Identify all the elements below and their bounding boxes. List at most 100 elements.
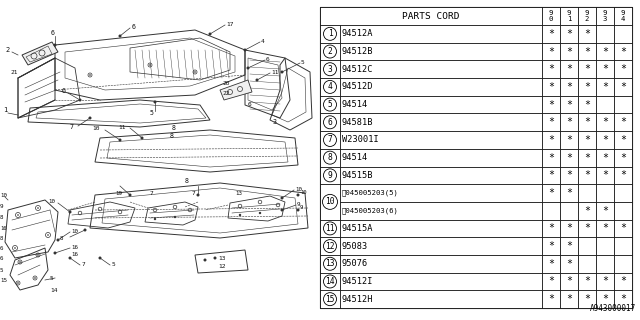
Text: 3: 3 [328, 65, 332, 74]
Text: 12: 12 [218, 263, 225, 268]
Bar [578, 237, 596, 255]
Text: 5: 5 [328, 100, 332, 109]
Circle shape [194, 71, 196, 73]
Bar [320, 273, 340, 290]
Bar [614, 131, 632, 149]
Text: 9: 9 [0, 204, 3, 209]
Text: 6: 6 [328, 118, 332, 127]
Bar [578, 220, 596, 237]
Bar [596, 273, 614, 290]
Text: 94512H: 94512H [342, 295, 374, 304]
Text: *: * [566, 64, 572, 74]
Text: 16: 16 [0, 226, 6, 230]
Bar [596, 149, 614, 166]
Text: 8: 8 [172, 125, 176, 131]
Text: 94512I: 94512I [342, 277, 374, 286]
Bar [614, 255, 632, 273]
Bar [340, 220, 542, 237]
Text: 8: 8 [0, 214, 3, 220]
Bar [578, 7, 596, 25]
Text: *: * [620, 170, 626, 180]
Text: 14: 14 [50, 287, 58, 292]
Text: 5: 5 [150, 110, 154, 116]
Circle shape [280, 196, 284, 199]
Text: 9
0: 9 0 [549, 10, 553, 22]
Text: *: * [620, 153, 626, 163]
Bar [578, 184, 596, 202]
Circle shape [209, 33, 211, 36]
Circle shape [88, 116, 92, 119]
Text: 21: 21 [10, 69, 17, 75]
Text: 6: 6 [0, 245, 3, 251]
Bar [320, 113, 340, 131]
Text: 16: 16 [71, 252, 78, 258]
Bar [320, 25, 340, 43]
Bar [578, 290, 596, 308]
Text: *: * [566, 46, 572, 57]
Bar [614, 184, 632, 202]
Bar [614, 78, 632, 96]
Bar [560, 184, 578, 202]
Text: 8: 8 [328, 153, 332, 162]
Text: 9
1: 9 1 [567, 10, 571, 22]
Text: 4: 4 [328, 83, 332, 92]
Bar [542, 25, 560, 43]
Circle shape [280, 70, 284, 74]
Circle shape [99, 257, 102, 260]
Bar [320, 166, 340, 184]
Bar [560, 113, 578, 131]
Bar [320, 7, 542, 25]
Circle shape [296, 194, 300, 196]
Text: 5: 5 [0, 268, 3, 273]
Bar [560, 237, 578, 255]
Text: *: * [548, 153, 554, 163]
Bar [596, 78, 614, 96]
Bar [542, 78, 560, 96]
Text: *: * [548, 188, 554, 198]
Circle shape [17, 214, 19, 216]
Bar [340, 202, 542, 220]
Bar [542, 113, 560, 131]
Text: 8: 8 [170, 133, 174, 139]
Bar [578, 113, 596, 131]
Bar [340, 78, 542, 96]
Bar [614, 237, 632, 255]
Bar [340, 96, 542, 113]
Text: 7: 7 [70, 124, 74, 130]
Circle shape [204, 259, 207, 261]
Text: 7: 7 [150, 190, 154, 196]
Text: *: * [548, 100, 554, 109]
Text: *: * [602, 135, 608, 145]
Text: *: * [602, 223, 608, 233]
Circle shape [296, 209, 300, 212]
Bar [614, 166, 632, 184]
Bar [542, 166, 560, 184]
Bar [340, 43, 542, 60]
Bar [596, 202, 614, 220]
Text: 13: 13 [218, 255, 225, 260]
Bar [320, 220, 340, 237]
Bar [596, 220, 614, 237]
Circle shape [118, 35, 122, 37]
Circle shape [56, 238, 60, 242]
Circle shape [141, 137, 143, 140]
Text: 2: 2 [328, 47, 332, 56]
Text: *: * [620, 82, 626, 92]
Bar [542, 202, 560, 220]
Text: 94512C: 94512C [342, 65, 374, 74]
Text: *: * [584, 276, 590, 286]
Text: *: * [566, 82, 572, 92]
Text: 94512D: 94512D [342, 83, 374, 92]
Text: *: * [602, 170, 608, 180]
Bar [542, 184, 560, 202]
Circle shape [54, 252, 56, 254]
Circle shape [68, 211, 72, 213]
Text: *: * [584, 117, 590, 127]
Text: *: * [548, 276, 554, 286]
Text: *: * [584, 46, 590, 57]
Bar [320, 290, 340, 308]
Circle shape [154, 218, 156, 220]
Circle shape [243, 49, 246, 52]
Text: *: * [548, 46, 554, 57]
Bar [560, 7, 578, 25]
